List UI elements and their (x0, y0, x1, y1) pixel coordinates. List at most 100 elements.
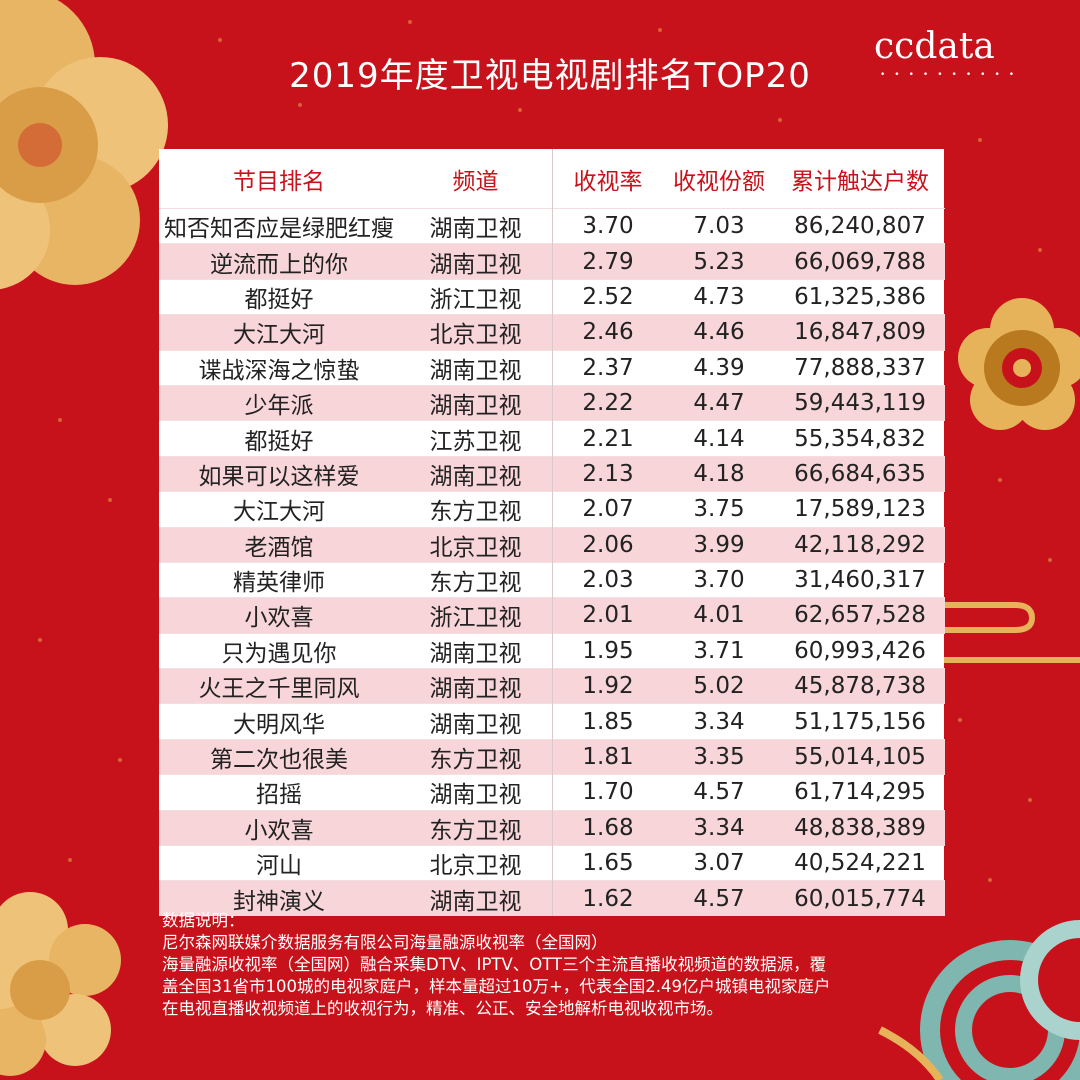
table-row: 老酒馆 北京卫视 2.06 3.99 42,118,292 (159, 526, 945, 563)
cell-reach: 55,354,832 (775, 420, 945, 457)
table-header-row: 节目排名 频道 收视率 收视份额 累计触达户数 (159, 149, 945, 209)
header-reach: 累计触达户数 (791, 168, 929, 195)
cell-channel: 湖南卫视 (399, 384, 553, 421)
cell-reach: 66,684,635 (775, 455, 945, 492)
cell-reach: 17,589,123 (775, 491, 945, 528)
header-program: 节目排名 (233, 168, 325, 195)
cell-rating: 1.85 (552, 703, 663, 740)
cell-share: 3.35 (663, 738, 775, 775)
cell-reach: 45,878,738 (775, 668, 945, 704)
cell-channel: 北京卫视 (399, 845, 553, 881)
cell-program: 火王之千里同风 (159, 668, 399, 704)
cell-rating: 2.06 (552, 526, 663, 563)
notes-line: 尼尔森网联媒介数据服务有限公司海量融源收视率（全国网） (162, 933, 608, 952)
cell-rating: 2.07 (552, 491, 663, 528)
notes-heading: 数据说明： (162, 911, 245, 930)
cell-share: 5.02 (663, 668, 775, 704)
cell-program: 知否知否应是绿肥红瘦 (159, 207, 399, 244)
cell-reach: 59,443,119 (775, 384, 945, 421)
cell-reach: 62,657,528 (775, 597, 945, 634)
table-row: 精英律师 东方卫视 2.03 3.70 31,460,317 (159, 561, 945, 598)
cell-channel: 北京卫视 (399, 314, 553, 351)
cell-program: 如果可以这样爱 (159, 455, 399, 492)
cell-channel: 东方卫视 (399, 738, 553, 775)
table-row: 河山 北京卫视 1.65 3.07 40,524,221 (159, 845, 945, 881)
cell-reach: 60,993,426 (775, 632, 945, 669)
cell-share: 4.39 (663, 349, 775, 386)
cell-reach: 48,838,389 (775, 809, 945, 846)
cell-share: 4.73 (663, 278, 775, 315)
cell-channel: 湖南卫视 (399, 455, 553, 492)
cell-rating: 2.01 (552, 597, 663, 634)
cell-rating: 3.70 (552, 207, 663, 244)
cell-share: 4.57 (663, 774, 775, 811)
cell-program: 逆流而上的你 (159, 243, 399, 280)
cell-channel: 湖南卫视 (399, 632, 553, 669)
cell-channel: 江苏卫视 (399, 420, 553, 457)
cell-program: 小欢喜 (159, 597, 399, 634)
cell-share: 3.99 (663, 526, 775, 563)
cell-reach: 60,015,774 (775, 880, 945, 916)
cell-rating: 2.21 (552, 420, 663, 457)
notes-line: 海量融源收视率（全国网）融合采集DTV、IPTV、OTT三个主流直播收视频道的数… (162, 955, 827, 974)
cell-channel: 湖南卫视 (399, 703, 553, 740)
table-row: 谍战深海之惊蛰 湖南卫视 2.37 4.39 77,888,337 (159, 349, 945, 386)
cell-rating: 2.03 (552, 561, 663, 598)
cell-channel: 湖南卫视 (399, 774, 553, 811)
cell-program: 小欢喜 (159, 809, 399, 846)
table-row: 都挺好 浙江卫视 2.52 4.73 61,325,386 (159, 278, 945, 315)
header-rating: 收视率 (573, 168, 643, 195)
cell-program: 河山 (159, 845, 399, 881)
cell-share: 3.70 (663, 561, 775, 598)
cell-share: 4.18 (663, 455, 775, 492)
cell-program: 只为遇见你 (159, 632, 399, 669)
cell-channel: 湖南卫视 (399, 349, 553, 386)
cell-share: 7.03 (663, 207, 775, 244)
data-notes: 数据说明： 尼尔森网联媒介数据服务有限公司海量融源收视率（全国网） 海量融源收视… (162, 910, 962, 1020)
cell-program: 老酒馆 (159, 526, 399, 563)
cell-channel: 湖南卫视 (399, 207, 553, 244)
cell-share: 3.34 (663, 809, 775, 846)
cell-rating: 1.70 (552, 774, 663, 811)
plum-flower-icon-bottom-left (0, 892, 121, 1076)
cell-program: 大明风华 (159, 703, 399, 740)
plum-flower-icon-top-left (0, 0, 168, 290)
cell-channel: 浙江卫视 (399, 278, 553, 315)
cell-program: 谍战深海之惊蛰 (159, 349, 399, 386)
cell-reach: 55,014,105 (775, 738, 945, 775)
cell-channel: 湖南卫视 (399, 880, 553, 916)
cell-program: 都挺好 (159, 278, 399, 315)
table-row: 逆流而上的你 湖南卫视 2.79 5.23 66,069,788 (159, 243, 945, 280)
cell-program: 封神演义 (159, 880, 399, 916)
cell-share: 4.01 (663, 597, 775, 634)
cell-share: 3.75 (663, 491, 775, 528)
table-row: 封神演义 湖南卫视 1.62 4.57 60,015,774 (159, 880, 945, 916)
cell-rating: 2.37 (552, 349, 663, 386)
cell-reach: 16,847,809 (775, 314, 945, 351)
cell-share: 3.71 (663, 632, 775, 669)
table-row: 小欢喜 东方卫视 1.68 3.34 48,838,389 (159, 809, 945, 846)
table-row: 大江大河 东方卫视 2.07 3.75 17,589,123 (159, 491, 945, 528)
cell-share: 3.34 (663, 703, 775, 740)
table-row: 少年派 湖南卫视 2.22 4.47 59,443,119 (159, 384, 945, 421)
cell-program: 大江大河 (159, 491, 399, 528)
cell-program: 招摇 (159, 774, 399, 811)
cell-share: 4.46 (663, 314, 775, 351)
table-row: 都挺好 江苏卫视 2.21 4.14 55,354,832 (159, 420, 945, 457)
notes-line: 盖全国31省市100城的电视家庭户，样本量超过10万+，代表全国2.49亿户城镇… (162, 977, 831, 996)
cell-share: 4.14 (663, 420, 775, 457)
table-row: 第二次也很美 东方卫视 1.81 3.35 55,014,105 (159, 738, 945, 775)
cell-rating: 1.65 (552, 845, 663, 881)
cell-program: 都挺好 (159, 420, 399, 457)
cell-channel: 北京卫视 (399, 526, 553, 563)
cell-share: 4.47 (663, 384, 775, 421)
gold-ribbon-bottom (878, 1026, 944, 1080)
cell-rating: 1.68 (552, 809, 663, 846)
table-row: 知否知否应是绿肥红瘦 湖南卫视 3.70 7.03 86,240,807 (159, 207, 945, 244)
cell-reach: 77,888,337 (775, 349, 945, 386)
cell-share: 5.23 (663, 243, 775, 280)
cell-channel: 浙江卫视 (399, 597, 553, 634)
cell-share: 4.57 (663, 880, 775, 916)
cell-channel: 东方卫视 (399, 561, 553, 598)
